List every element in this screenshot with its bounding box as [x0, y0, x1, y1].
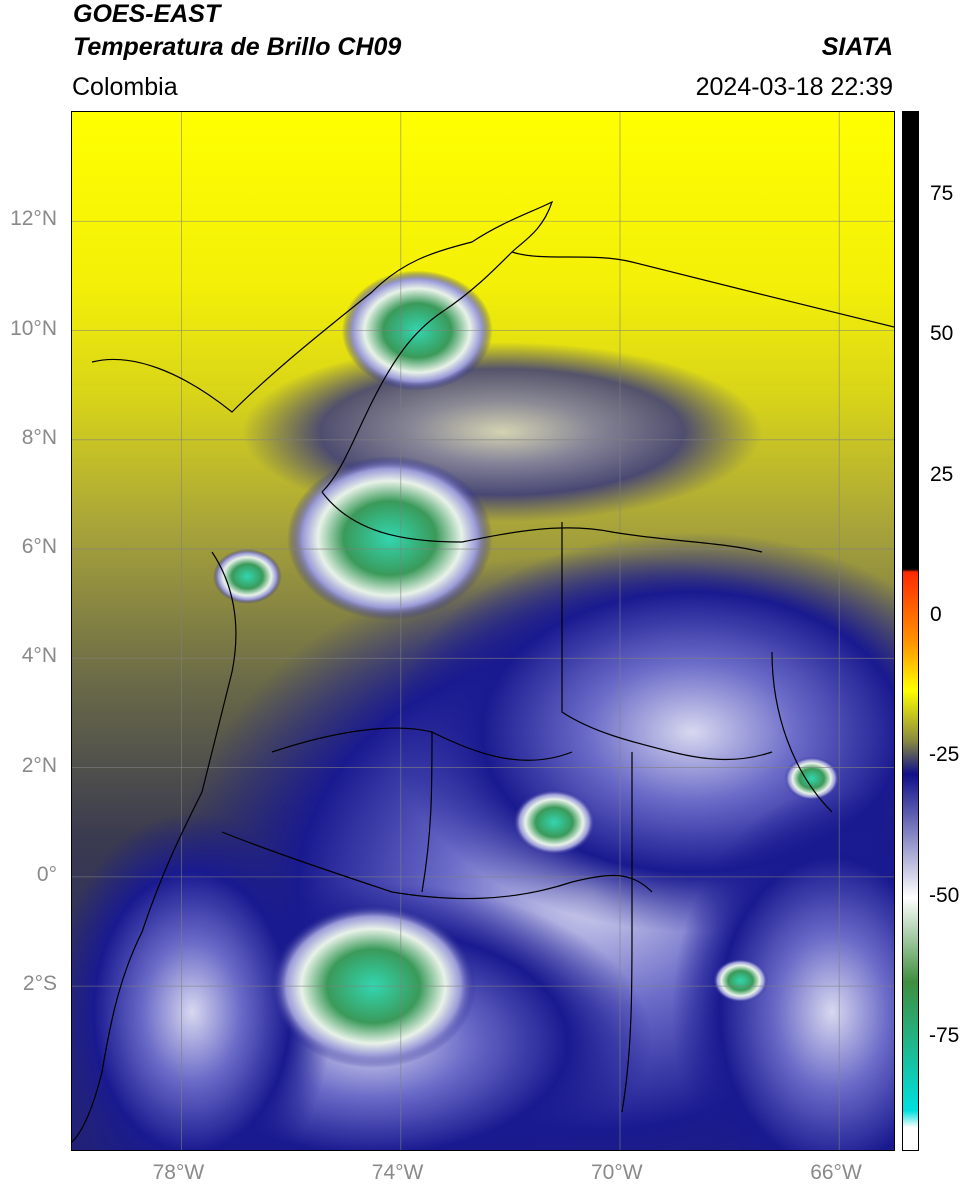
region-label: Colombia	[72, 73, 178, 101]
colorbar-tick-label: -25	[929, 743, 960, 767]
lat-tick-label: 12°N	[10, 207, 57, 231]
grid-lines	[72, 112, 894, 1150]
map-svg	[72, 112, 894, 1150]
cloud-top	[713, 958, 768, 1003]
lon-tick-label: 78°W	[152, 1161, 205, 1184]
cloud-top	[513, 789, 596, 855]
lat-tick-label: 8°N	[21, 425, 57, 449]
lat-tick-label: 6°N	[21, 535, 57, 559]
cloud-top	[287, 456, 493, 621]
org-label: SIATA	[821, 33, 893, 61]
lat-tick-label: 2°S	[22, 972, 57, 996]
product-title: Temperatura de Brillo CH09	[73, 33, 402, 61]
cloud-top	[213, 549, 282, 604]
datetime-label: 2024-03-18 22:39	[695, 73, 893, 101]
colorbar-tick-label: -50	[929, 883, 960, 907]
colorbar-tick-label: 0	[930, 602, 942, 626]
colorbar-tick-label: 50	[930, 322, 954, 346]
colorbar	[902, 111, 919, 1151]
lat-tick-label: 2°N	[21, 753, 57, 777]
cloud-top	[784, 756, 840, 801]
lon-tick-label: 74°W	[371, 1161, 424, 1184]
lon-tick-label: 70°W	[591, 1161, 643, 1184]
lon-tick-label: 66°W	[810, 1161, 862, 1184]
colorbar-tick-label: -75	[929, 1023, 960, 1047]
satellite-title: GOES-EAST	[73, 0, 221, 28]
borders	[72, 200, 894, 1143]
satellite-map	[71, 111, 895, 1151]
lat-tick-label: 10°N	[10, 316, 57, 340]
lat-tick-label: 0°	[36, 862, 57, 886]
colorbar-tick-label: 75	[930, 182, 954, 206]
lat-tick-label: 4°N	[21, 644, 57, 668]
colorbar-tick-label: 25	[930, 462, 954, 486]
